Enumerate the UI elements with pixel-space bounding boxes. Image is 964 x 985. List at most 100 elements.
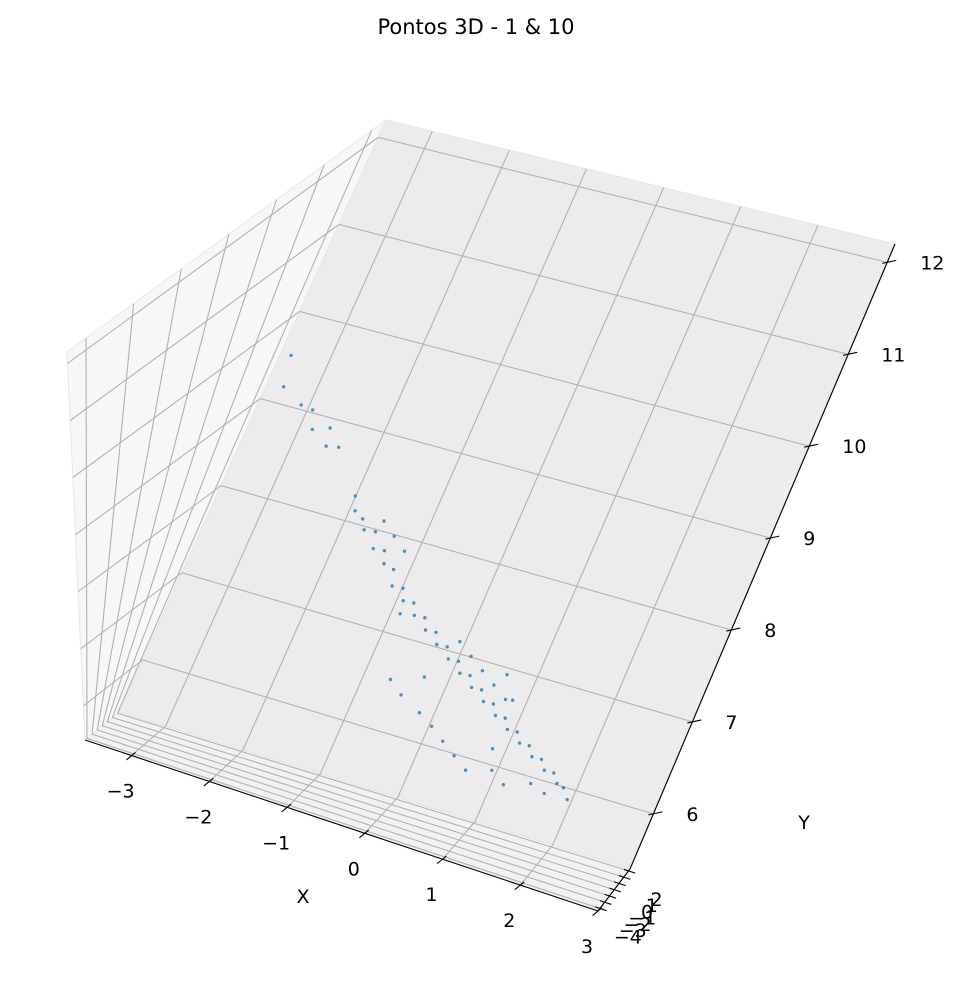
z-tick-label: 9 <box>803 528 815 550</box>
data-point <box>299 403 303 407</box>
z-tick-label: 10 <box>842 436 866 458</box>
x-gridline <box>209 149 510 782</box>
data-point <box>388 677 393 682</box>
z-tick <box>726 627 741 632</box>
z-tick-label: 7 <box>725 712 737 734</box>
z-tick-label: 6 <box>686 804 698 826</box>
data-point <box>353 494 357 498</box>
data-point <box>398 612 402 616</box>
data-point <box>282 385 286 389</box>
data-point <box>527 744 531 748</box>
data-point <box>402 549 407 553</box>
y-tick <box>599 900 612 905</box>
data-point <box>555 781 559 786</box>
data-point <box>458 671 462 675</box>
data-point <box>493 713 498 718</box>
data-point <box>310 408 315 412</box>
y-tick <box>614 881 626 887</box>
z-gridline <box>75 397 771 539</box>
z-tick-label: 11 <box>881 344 905 366</box>
data-point <box>417 711 422 715</box>
z-tick <box>843 351 858 356</box>
data-point <box>423 616 427 620</box>
x-tick-label: −3 <box>107 781 135 803</box>
data-point <box>373 530 378 534</box>
data-point <box>391 567 396 572</box>
y-gridline <box>85 338 601 910</box>
y-tick-label: −2 <box>623 914 651 936</box>
data-point <box>412 601 416 605</box>
data-point <box>492 683 496 687</box>
y-axis-label: Y <box>797 812 810 834</box>
x-tick-label: 2 <box>503 910 515 932</box>
z-tick <box>648 811 663 816</box>
data-point <box>515 730 519 734</box>
data-point <box>542 791 546 796</box>
data-point <box>491 702 496 706</box>
data-point <box>362 528 366 532</box>
y-gridline <box>91 303 605 903</box>
x-gridline <box>286 168 588 808</box>
data-point <box>469 685 474 690</box>
x-gridline <box>519 224 819 886</box>
x-tick-label: 0 <box>348 858 360 880</box>
z-gridline <box>80 572 693 723</box>
x-tick <box>436 855 447 865</box>
x-tick <box>125 751 136 761</box>
z-tick <box>687 719 702 724</box>
data-point <box>456 659 461 663</box>
data-point <box>353 509 357 513</box>
y-tick <box>609 887 622 893</box>
y-tick <box>594 906 607 912</box>
data-point <box>565 797 569 802</box>
data-point <box>458 640 462 644</box>
x-tick <box>514 881 525 890</box>
x-gridline <box>364 187 665 834</box>
x-tick <box>203 777 214 787</box>
x-axis-line <box>84 739 599 912</box>
data-point <box>503 716 507 720</box>
x-tick <box>359 829 370 839</box>
data-point <box>511 698 515 702</box>
x-tick-label: −2 <box>184 807 212 829</box>
data-point <box>490 747 495 751</box>
y-gridline <box>106 199 620 884</box>
data-point <box>469 654 473 658</box>
data-point <box>412 613 416 618</box>
data-point <box>392 534 396 538</box>
data-point <box>552 771 556 775</box>
y-tick <box>618 875 631 880</box>
data-point <box>503 697 508 702</box>
data-point <box>517 741 522 745</box>
z-gridline <box>83 659 654 815</box>
data-point <box>422 675 427 679</box>
data-point <box>561 786 566 790</box>
data-point <box>445 645 449 649</box>
z-tick <box>765 535 780 540</box>
x-tick-label: −1 <box>262 832 290 854</box>
data-point <box>401 599 405 603</box>
y-tick-label: −3 <box>619 920 647 942</box>
y-tick-label: −1 <box>628 908 656 930</box>
data-point <box>441 739 445 743</box>
y-tick <box>623 868 636 874</box>
data-point <box>490 768 494 772</box>
x-tick <box>281 803 292 813</box>
chart-title: Pontos 3D - 1 & 10 <box>377 15 574 39</box>
data-point <box>481 699 486 704</box>
y-tick-label: 0 <box>641 901 653 923</box>
z-gridline <box>77 484 732 631</box>
x-axis-label: X <box>296 886 309 908</box>
data-point <box>479 688 484 692</box>
data-point <box>468 673 472 678</box>
data-point <box>382 519 386 523</box>
data-point <box>337 445 341 449</box>
data-point <box>480 669 485 673</box>
z-tick <box>882 259 897 264</box>
data-point <box>505 727 510 732</box>
x-gridline <box>131 131 433 756</box>
data-point <box>434 630 438 634</box>
y-gridline <box>111 164 624 878</box>
z-gridline <box>72 310 810 478</box>
